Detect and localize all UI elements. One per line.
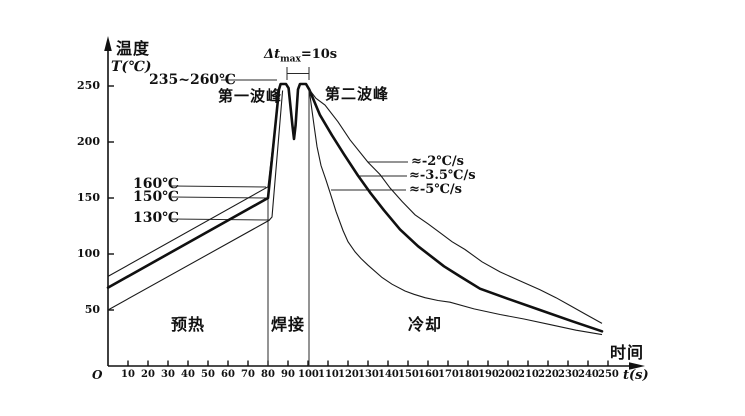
x-tick-label: 160 (418, 369, 439, 380)
leader-130 (171, 218, 271, 221)
x-tick-label: 250 (598, 369, 619, 380)
delta-t-symbol: Δt (264, 47, 281, 62)
x-tick-label: 140 (378, 369, 399, 380)
y-tick-label: 200 (77, 135, 100, 148)
x-tick-label: 40 (181, 369, 195, 380)
y-axis-arrow-icon (104, 36, 112, 51)
delta-t-bracket (286, 67, 310, 80)
second-peak-label: 第二波峰 (325, 85, 390, 103)
curve-cooling-5 (308, 89, 603, 336)
x-tick-label: 70 (241, 369, 255, 380)
x-tick-label: 90 (281, 369, 295, 380)
curve-preheat-lower (107, 90, 284, 311)
preheat-lower-temp-label: 130℃ (133, 210, 179, 226)
x-tick-label: 50 (201, 369, 215, 380)
delta-t-value: =10s (300, 47, 338, 62)
y-tick-label: 150 (77, 191, 100, 204)
cooling-rate-slow-label: ≈-2℃/s (411, 154, 464, 169)
x-tick-marks (127, 360, 609, 366)
x-tick-label: 240 (578, 369, 599, 380)
y-tick-marks (108, 85, 114, 311)
curve-cooling-2 (308, 89, 603, 324)
leader-150 (171, 196, 267, 199)
x-tick-label: 180 (458, 369, 479, 380)
delta-t-subscript: max (280, 54, 301, 65)
preheat-upper-temp-label: 160℃ (133, 176, 179, 192)
region-preheat-label: 预热 (171, 315, 206, 334)
x-tick-label: 210 (518, 369, 539, 380)
x-tick-label: 80 (261, 369, 275, 380)
peak-temp-range-label: 235~260℃ (149, 72, 236, 88)
x-tick-label: 10 (121, 369, 135, 380)
cooling-rate-mid-label: ≈-3.5℃/s (409, 168, 476, 183)
x-tick-label: 230 (558, 369, 579, 380)
delta-t-max-annotation: Δtmax=10s (264, 47, 338, 65)
x-tick-label: 110 (318, 369, 339, 380)
x-tick-labels: 10 20 30 40 50 60 70 80 90 100 110 120 130 140 150 160 1… (118, 369, 619, 380)
origin-label: O (92, 368, 103, 382)
region-soldering-label: 焊接 (271, 315, 306, 334)
x-tick-label: 120 (338, 369, 359, 380)
first-peak-label: 第一波峰 (218, 87, 283, 105)
x-tick-label: 200 (498, 369, 519, 380)
region-cooling-label: 冷却 (408, 315, 443, 334)
y-tick-label: 100 (77, 247, 100, 260)
y-axis-unit: T(℃) (111, 59, 152, 75)
y-axis-title: 温度 (116, 39, 151, 58)
x-tick-label: 190 (478, 369, 499, 380)
x-axis-unit: t(s) (623, 368, 649, 383)
x-tick-label: 220 (538, 369, 559, 380)
x-axis-title: 时间 (610, 343, 645, 362)
x-tick-label: 20 (141, 369, 155, 380)
x-tick-label: 60 (221, 369, 235, 380)
y-tick-label: 50 (84, 303, 100, 316)
y-tick-label: 250 (77, 79, 100, 92)
x-tick-label: 100 (298, 369, 319, 380)
x-tick-label: 170 (438, 369, 459, 380)
curve-nominal-profile (106, 82, 604, 333)
cooling-rate-fast-label: ≈-5℃/s (409, 182, 462, 197)
preheat-mid-temp-label: 150℃ (133, 189, 179, 205)
x-tick-label: 130 (358, 369, 379, 380)
x-tick-label: 30 (161, 369, 175, 380)
x-axis-arrow-icon (629, 362, 645, 370)
x-tick-label: 150 (398, 369, 419, 380)
leader-160 (171, 185, 267, 188)
